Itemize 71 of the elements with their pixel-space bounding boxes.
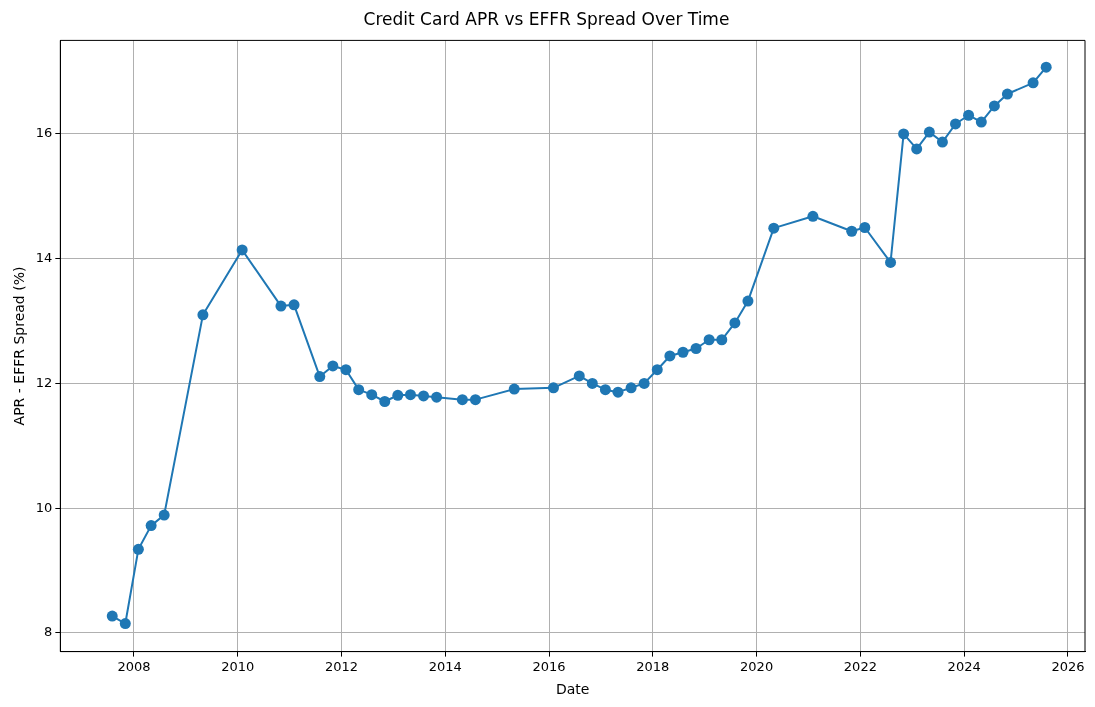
point	[936, 136, 948, 148]
point	[690, 343, 702, 354]
point	[988, 100, 1000, 112]
point	[145, 520, 157, 532]
x-tick-label: 2012	[324, 658, 359, 674]
y-axis-title: APR - EFFR Spread (%)	[11, 266, 28, 426]
y-tick-label: 16	[35, 125, 53, 141]
y-tick-label: 14	[35, 250, 53, 266]
point	[547, 382, 559, 394]
point	[742, 295, 754, 307]
point	[508, 383, 520, 395]
point	[106, 610, 118, 622]
point	[132, 543, 144, 555]
point	[353, 384, 365, 396]
point	[418, 390, 430, 402]
point	[158, 509, 170, 521]
point	[898, 128, 910, 140]
x-tick-label: 2016	[532, 658, 566, 674]
point	[119, 618, 131, 630]
point	[314, 371, 326, 383]
x-tick-label: 2024	[947, 658, 981, 674]
chart-title: Credit Card APR vs EFFR Spread Over Time	[363, 8, 730, 29]
x-tick-label: 2008	[117, 658, 151, 674]
point	[911, 143, 923, 155]
point	[275, 300, 287, 312]
point	[859, 222, 871, 233]
point	[573, 370, 585, 382]
point	[885, 256, 897, 268]
point	[1001, 88, 1013, 100]
x-tick-label: 2026	[1051, 658, 1085, 674]
point	[236, 244, 248, 256]
point	[599, 384, 611, 396]
point	[716, 334, 728, 346]
point	[404, 389, 416, 401]
point	[1027, 77, 1039, 89]
y-tick-label: 12	[35, 374, 53, 390]
point	[975, 116, 987, 128]
point	[1040, 61, 1052, 73]
x-tick-label: 2010	[221, 658, 255, 674]
point	[807, 210, 819, 222]
point	[703, 334, 715, 346]
point	[366, 389, 378, 401]
point	[729, 317, 741, 329]
point	[392, 389, 404, 401]
point	[638, 377, 650, 389]
x-tick-label: 2022	[843, 658, 877, 674]
point	[612, 386, 624, 398]
point	[431, 391, 443, 403]
point	[586, 377, 598, 389]
x-tick-label: 2014	[428, 658, 462, 674]
x-axis-title: Date	[555, 681, 590, 698]
point	[846, 225, 858, 237]
point	[923, 126, 935, 138]
point	[625, 382, 637, 394]
point	[327, 360, 339, 372]
point	[340, 364, 352, 376]
x-tick-label: 2020	[740, 658, 774, 674]
point	[677, 346, 689, 358]
point	[456, 394, 468, 406]
point	[288, 299, 300, 311]
y-tick-label: 8	[44, 624, 53, 640]
point	[664, 350, 676, 362]
point	[950, 118, 961, 130]
point	[379, 396, 391, 408]
point	[469, 394, 481, 406]
point	[197, 309, 209, 321]
x-tick-label: 2018	[636, 658, 670, 674]
y-tick-label: 10	[35, 499, 53, 515]
point	[768, 222, 780, 234]
point	[651, 364, 663, 376]
point	[963, 109, 975, 121]
